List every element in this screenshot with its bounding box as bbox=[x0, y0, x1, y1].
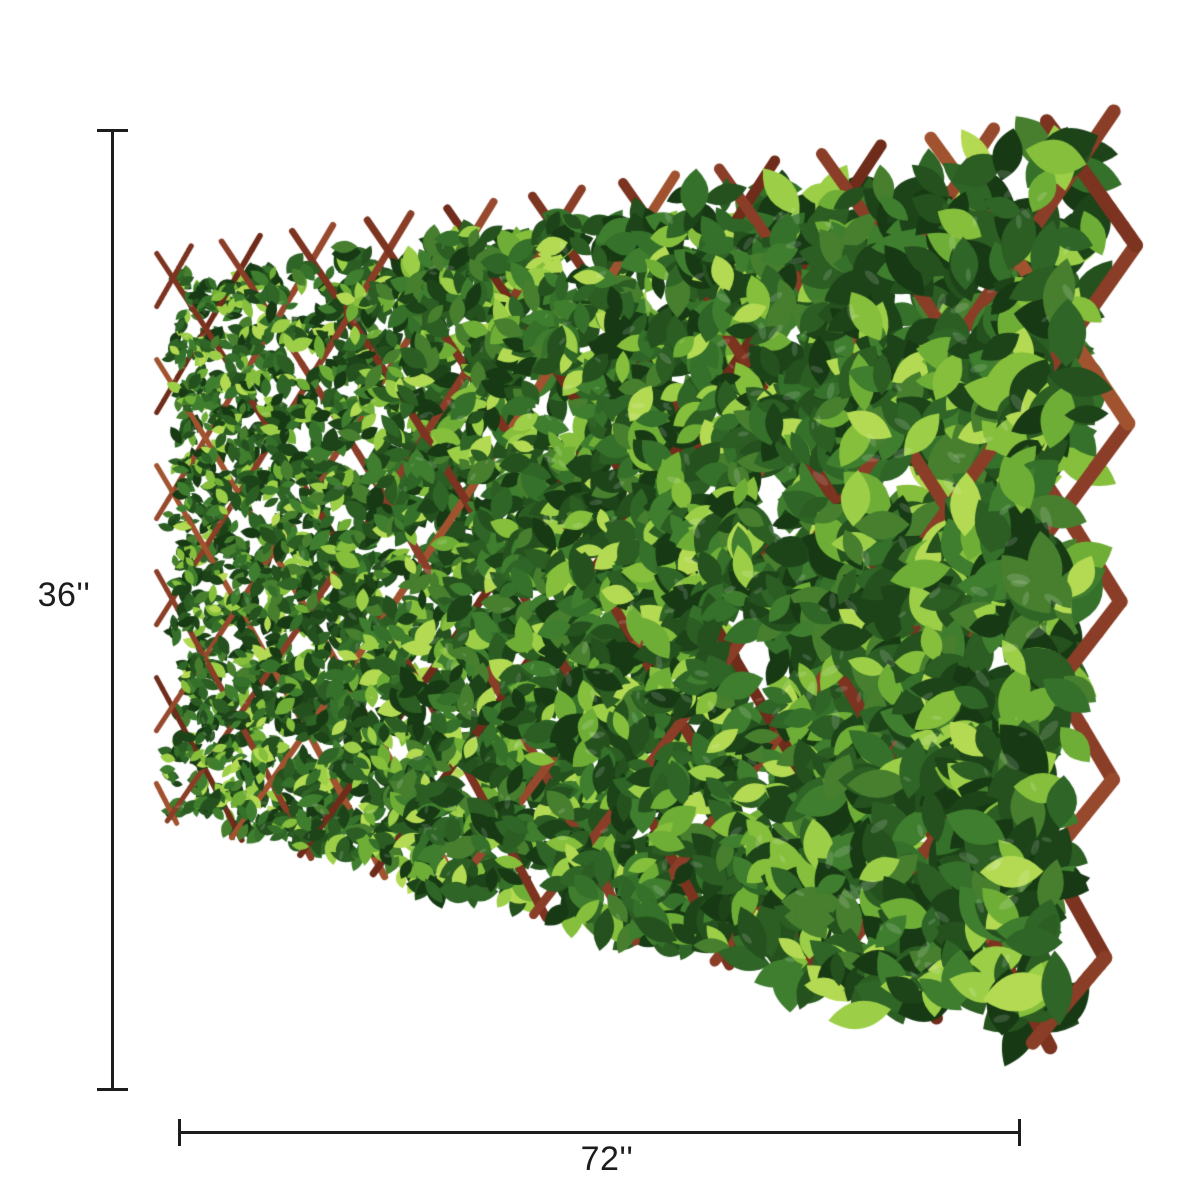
height-dimension-bottom-cap bbox=[97, 1088, 128, 1091]
height-dimension-line bbox=[111, 130, 114, 1090]
height-dimension-label: 36'' bbox=[37, 576, 91, 614]
width-dimension-left-cap bbox=[178, 1119, 181, 1146]
height-dimension-top-cap bbox=[97, 129, 128, 132]
width-dimension-right-cap bbox=[1018, 1119, 1021, 1146]
width-dimension-label: 72'' bbox=[580, 1140, 634, 1178]
width-dimension-line bbox=[179, 1131, 1020, 1134]
